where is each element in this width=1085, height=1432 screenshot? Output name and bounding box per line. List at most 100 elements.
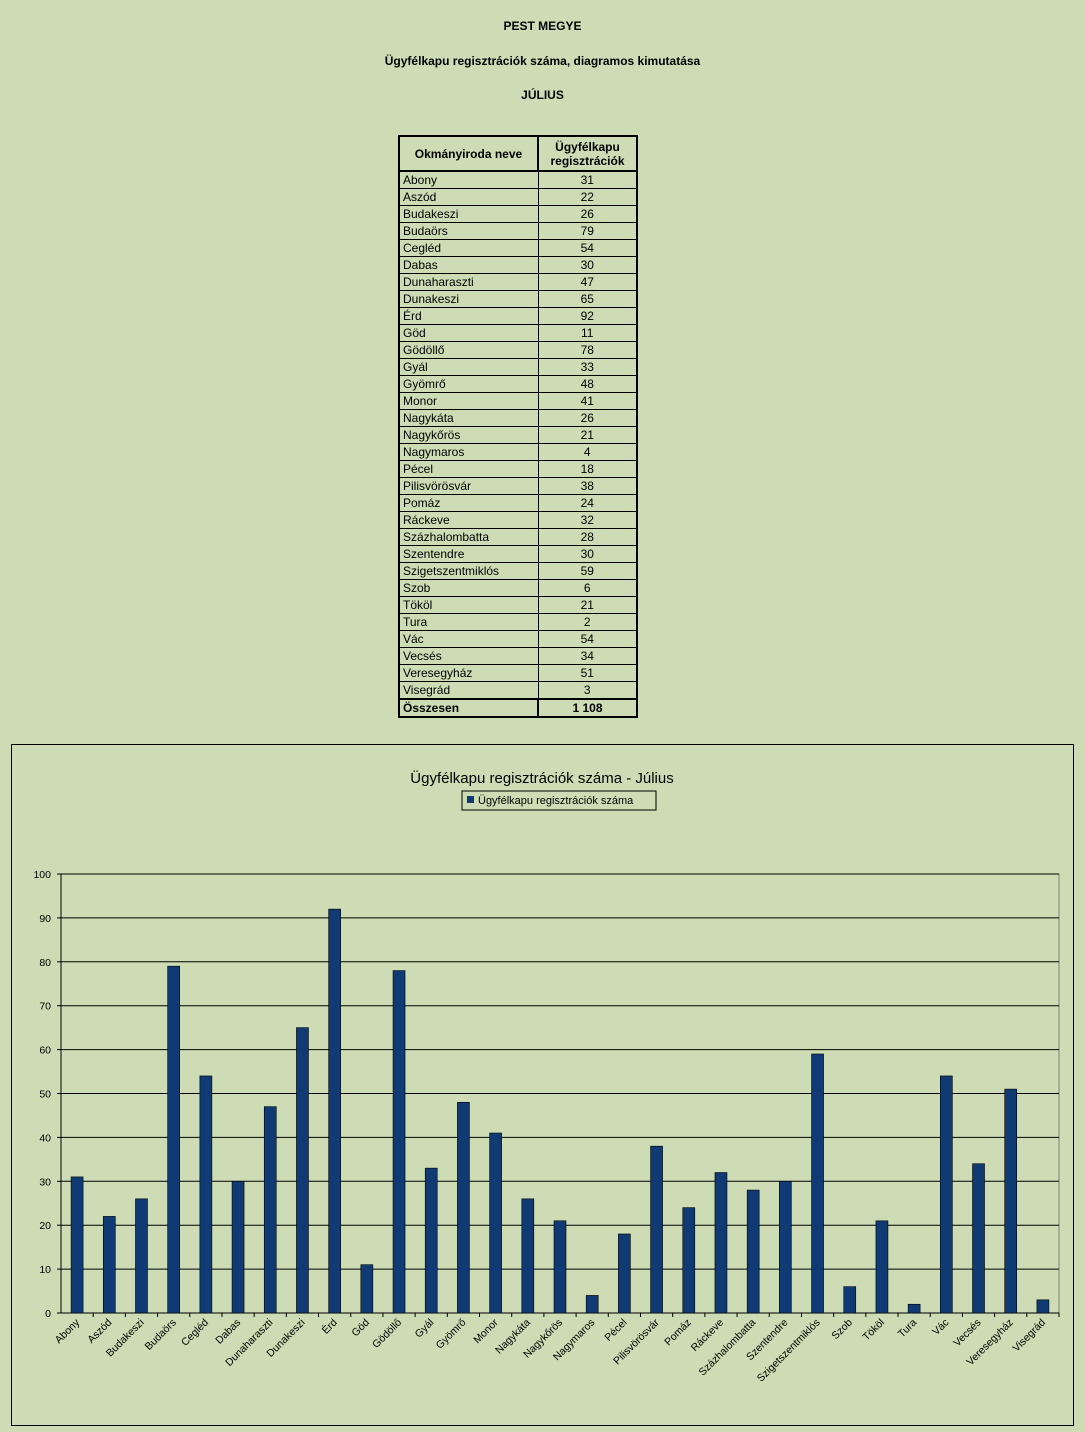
- office-name-cell: Nagymaros: [398, 443, 539, 461]
- bar: [1004, 1088, 1018, 1314]
- registration-count-cell: 11: [537, 324, 638, 342]
- x-tick-label: Aszód: [85, 1317, 114, 1346]
- office-name-cell: Ráckeve: [398, 511, 539, 529]
- bar: [972, 1163, 985, 1314]
- bar: [392, 970, 406, 1314]
- table-row: Veresegyház 51: [398, 664, 638, 682]
- x-tick-label: Szob: [829, 1317, 855, 1343]
- bar: [746, 1189, 760, 1314]
- registration-count-cell: 6: [537, 579, 638, 597]
- office-name-cell: Érd: [398, 307, 539, 325]
- office-name-cell: Szentendre: [398, 545, 539, 563]
- bar: [199, 1075, 213, 1314]
- bar: [779, 1180, 792, 1314]
- column-header-line2: regisztrációk: [550, 153, 625, 168]
- x-tick-label: Gyömrő: [434, 1317, 469, 1352]
- registration-count-cell: 34: [537, 647, 638, 665]
- table-header-row: Okmányiroda neve Ügyfélkapu regisztráció…: [398, 135, 638, 172]
- page-subtitle: Ügyfélkapu regisztrációk száma, diagramo…: [384, 54, 701, 68]
- registration-count-cell: 51: [537, 664, 638, 682]
- table-row: Abony 31: [398, 170, 638, 189]
- y-tick-label: 70: [39, 1001, 51, 1013]
- bar: [489, 1132, 502, 1314]
- x-tick-label: Pomáz: [662, 1317, 694, 1349]
- office-name-cell: Dabas: [398, 256, 539, 274]
- office-name-cell: Gödöllő: [398, 341, 539, 359]
- y-tick-label: 60: [39, 1045, 51, 1057]
- table-row: Vác 54: [398, 630, 638, 648]
- office-name-cell: Cegléd: [398, 239, 539, 257]
- table-row: Dunakeszi 65: [398, 290, 638, 308]
- table-row: Monor 41: [398, 392, 638, 410]
- registration-count-cell: 26: [537, 409, 638, 427]
- table-row: Gödöllő 78: [398, 341, 638, 359]
- office-name-cell: Gyál: [398, 358, 539, 376]
- office-name-cell: Dunakeszi: [398, 290, 539, 308]
- y-tick-label: 90: [39, 913, 51, 925]
- office-name-cell: Abony: [398, 170, 539, 189]
- table-row: Vecsés 34: [398, 647, 638, 665]
- table-row: Százhalombatta 28: [398, 528, 638, 546]
- x-tick-label: Vác: [930, 1317, 951, 1338]
- table-row: Szob 6: [398, 579, 638, 597]
- bar: [940, 1075, 953, 1314]
- y-tick-label: 100: [33, 869, 51, 881]
- registration-count-cell: 32: [537, 511, 638, 529]
- x-tick-label: Pécel: [602, 1317, 629, 1344]
- registration-count-cell: 48: [537, 375, 638, 393]
- x-tick-label: Tököl: [860, 1317, 887, 1344]
- table-row: Nagymaros 4: [398, 443, 638, 461]
- office-name-cell: Nagykáta: [398, 409, 539, 427]
- y-tick-label: 30: [39, 1176, 51, 1188]
- x-tick-label: Százhalombatta: [697, 1317, 759, 1379]
- table-row: Gyömrő 48: [398, 375, 638, 393]
- bar: [553, 1220, 567, 1314]
- bar: [424, 1167, 438, 1314]
- registration-count-cell: 26: [537, 205, 638, 223]
- bar: [618, 1233, 631, 1314]
- registration-count-cell: 30: [537, 256, 638, 274]
- bar: [135, 1198, 148, 1314]
- legend-label: Ügyfélkapu regisztrációk száma: [478, 795, 634, 807]
- table-row: Pilisvörösvár 38: [398, 477, 638, 495]
- column-header-line1: Ügyfélkapu: [555, 139, 620, 154]
- table-row: Tököl 21: [398, 596, 638, 614]
- bar: [70, 1176, 84, 1314]
- registration-count-cell: 38: [537, 477, 638, 495]
- x-tick-label: Monor: [471, 1316, 501, 1346]
- y-tick-label: 10: [39, 1264, 51, 1276]
- office-name-cell: Pilisvörösvár: [398, 477, 539, 495]
- x-tick-label: Érd: [319, 1316, 340, 1337]
- bar: [650, 1145, 663, 1314]
- table-row: Nagykőrös 21: [398, 426, 638, 444]
- office-name-cell: Budaörs: [398, 222, 539, 240]
- bar: [328, 908, 341, 1314]
- office-name-cell: Dunaharaszti: [398, 273, 539, 291]
- table-row: Aszód 22: [398, 188, 638, 206]
- office-name-cell: Tura: [398, 613, 539, 631]
- registration-count-cell: 54: [537, 239, 638, 257]
- chart-frame: Ügyfélkapu regisztrációk száma - Július Ü…: [11, 744, 1074, 1426]
- bar: [263, 1106, 277, 1314]
- registration-count-cell: 59: [537, 562, 638, 580]
- office-name-cell: Aszód: [398, 188, 539, 206]
- office-name-cell: Monor: [398, 392, 539, 410]
- table-row: Nagykáta 26: [398, 409, 638, 427]
- bar: [714, 1172, 728, 1314]
- table-row: Szentendre 30: [398, 545, 638, 563]
- x-tick-label: Abony: [53, 1316, 83, 1346]
- table-body: Abony 31 Aszód 22 Budakeszi 26 Budaörs 79 Cegléd…: [398, 170, 638, 700]
- table-row: Pomáz 24: [398, 494, 638, 512]
- registration-count-cell: 21: [537, 596, 638, 614]
- table-row: Visegrád 3: [398, 681, 638, 700]
- x-tick-label: Gyál: [413, 1317, 437, 1341]
- bar: [907, 1303, 921, 1314]
- registration-count-cell: 41: [537, 392, 638, 410]
- table-row: Tura 2: [398, 613, 638, 631]
- office-name-cell: Pécel: [398, 460, 539, 478]
- registration-count-cell: 21: [537, 426, 638, 444]
- bar: [811, 1053, 824, 1314]
- bar: [1036, 1299, 1050, 1314]
- table-row: Gyál 33: [398, 358, 638, 376]
- column-header-office: Okmányiroda neve: [398, 135, 539, 172]
